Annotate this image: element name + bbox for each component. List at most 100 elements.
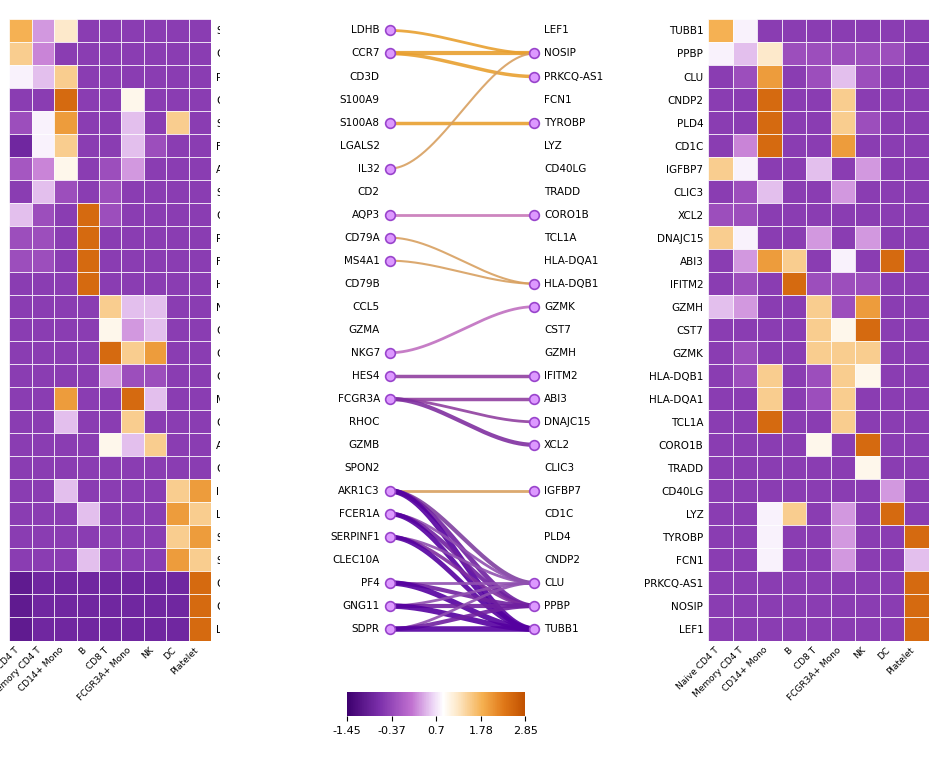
Bar [144, 456, 166, 479]
Bar [166, 134, 189, 157]
Bar [781, 525, 806, 549]
Bar [904, 387, 929, 410]
Bar [831, 157, 855, 180]
Bar [32, 410, 54, 434]
Bar [831, 410, 855, 434]
Bar [121, 157, 144, 180]
Bar [144, 572, 166, 594]
Bar [708, 111, 733, 134]
Bar [32, 134, 54, 157]
Bar [9, 410, 32, 434]
Text: S100A8: S100A8 [340, 117, 380, 127]
Bar [880, 318, 904, 341]
Bar [121, 65, 144, 88]
Bar [757, 503, 781, 525]
Bar [806, 618, 831, 641]
Bar [99, 525, 121, 549]
Text: IFITM2: IFITM2 [544, 371, 578, 381]
Bar [77, 572, 99, 594]
Text: IGFBP7: IGFBP7 [544, 486, 581, 496]
Bar [733, 456, 757, 479]
Bar [757, 387, 781, 410]
Bar [781, 387, 806, 410]
Bar [77, 272, 99, 295]
Bar [121, 226, 144, 249]
Text: FCER1A: FCER1A [340, 509, 380, 519]
Bar [121, 249, 144, 272]
Bar [733, 42, 757, 65]
Bar [855, 318, 880, 341]
Bar [880, 594, 904, 618]
Bar [189, 249, 211, 272]
Bar [781, 295, 806, 318]
Bar [806, 134, 831, 157]
Bar [708, 226, 733, 249]
Bar [806, 19, 831, 42]
Bar [880, 410, 904, 434]
Text: LYZ: LYZ [544, 140, 562, 151]
Bar [781, 42, 806, 65]
Bar [144, 387, 166, 410]
Bar [806, 456, 831, 479]
Bar [144, 295, 166, 318]
Bar [99, 479, 121, 503]
Bar [880, 456, 904, 479]
Text: TCL1A: TCL1A [544, 233, 577, 243]
Bar [189, 42, 211, 65]
Bar [77, 249, 99, 272]
Bar [144, 180, 166, 203]
Text: CST7: CST7 [544, 324, 571, 335]
Bar [189, 19, 211, 42]
Bar [757, 134, 781, 157]
Bar [806, 42, 831, 65]
Text: DNAJC15: DNAJC15 [544, 417, 591, 427]
Bar [32, 65, 54, 88]
Bar [77, 19, 99, 42]
Bar [708, 618, 733, 641]
Bar [54, 525, 77, 549]
Bar [880, 180, 904, 203]
Bar [54, 295, 77, 318]
Bar [189, 295, 211, 318]
Bar [189, 594, 211, 618]
Bar [855, 65, 880, 88]
Bar [9, 42, 32, 65]
Bar [831, 295, 855, 318]
Bar [77, 549, 99, 572]
Bar [855, 157, 880, 180]
Bar [121, 387, 144, 410]
Bar [781, 226, 806, 249]
Bar [121, 365, 144, 387]
Text: CNDP2: CNDP2 [544, 555, 580, 565]
Bar [781, 65, 806, 88]
Bar [144, 549, 166, 572]
Bar [99, 549, 121, 572]
Bar [904, 318, 929, 341]
Bar [880, 479, 904, 503]
Bar [855, 88, 880, 111]
Bar [77, 134, 99, 157]
Bar [855, 618, 880, 641]
Bar [9, 456, 32, 479]
Bar [855, 549, 880, 572]
Bar [9, 341, 32, 365]
Text: CD79B: CD79B [344, 279, 380, 289]
Bar [9, 594, 32, 618]
Bar [708, 134, 733, 157]
Bar [855, 203, 880, 226]
Bar [99, 341, 121, 365]
Bar [54, 456, 77, 479]
Bar [166, 594, 189, 618]
Text: PPBP: PPBP [544, 601, 570, 611]
Bar [32, 365, 54, 387]
Bar [733, 249, 757, 272]
Bar [708, 410, 733, 434]
Bar [806, 295, 831, 318]
Bar [757, 180, 781, 203]
Bar [806, 88, 831, 111]
Text: MS4A1: MS4A1 [344, 255, 380, 265]
Bar [99, 134, 121, 157]
Bar [54, 226, 77, 249]
Bar [880, 387, 904, 410]
Bar [121, 479, 144, 503]
